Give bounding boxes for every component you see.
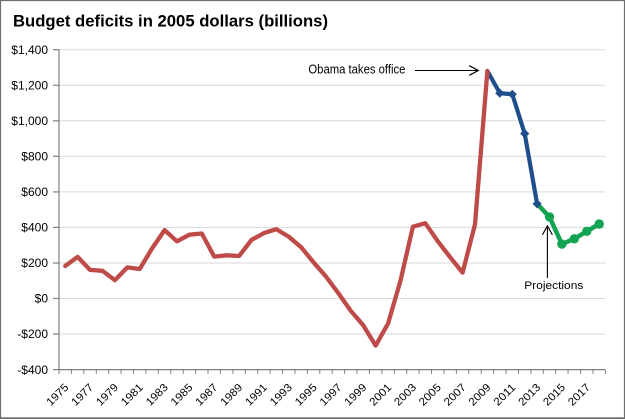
svg-text:-$400: -$400 (17, 363, 48, 377)
svg-text:$1,200: $1,200 (11, 79, 48, 93)
svg-text:$600: $600 (21, 185, 48, 199)
svg-text:$1,400: $1,400 (11, 43, 48, 57)
svg-text:$1,000: $1,000 (11, 114, 48, 128)
svg-text:Obama takes office: Obama takes office (308, 63, 405, 77)
svg-text:$200: $200 (21, 256, 48, 270)
svg-text:Budget deficits in 2005 dollar: Budget deficits in 2005 dollars (billion… (13, 12, 328, 31)
svg-text:Projections: Projections (524, 280, 584, 292)
svg-text:-$200: -$200 (17, 327, 48, 341)
svg-text:$800: $800 (21, 150, 48, 164)
svg-text:$400: $400 (21, 221, 48, 235)
svg-text:$0: $0 (35, 292, 49, 306)
